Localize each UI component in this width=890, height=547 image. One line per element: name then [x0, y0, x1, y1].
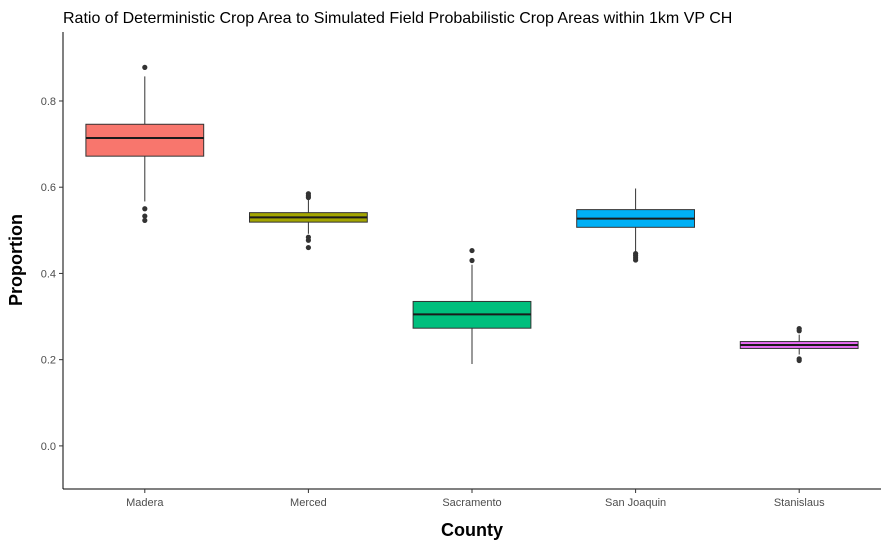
- y-tick-label: 0.4: [41, 268, 56, 280]
- outlier-point: [305, 237, 311, 243]
- y-tick-label: 0.0: [41, 441, 56, 453]
- y-tick-label: 0.6: [41, 182, 56, 194]
- x-axis-ticks: Madera Merced Sacramento San Joaquin Stanisl…: [126, 489, 825, 509]
- outlier-point: [305, 244, 311, 251]
- y-tick-label: 0.2: [41, 355, 56, 367]
- plot-area: [85, 64, 859, 364]
- box-group-stanislaus: [739, 326, 859, 364]
- x-tick-label: Madera: [126, 497, 164, 509]
- outlier-point: [142, 206, 148, 212]
- y-tick-label: 0.8: [41, 96, 56, 108]
- box-group-sacramento: [412, 247, 532, 364]
- outlier-point: [796, 328, 802, 334]
- outlier-point: [633, 257, 639, 263]
- y-axis-title: Proportion: [6, 214, 26, 306]
- chart-title: Ratio of Deterministic Crop Area to Simu…: [63, 10, 732, 27]
- x-tick-label: Sacramento: [442, 497, 501, 509]
- outlier-point: [142, 217, 148, 224]
- outlier-point: [142, 213, 148, 219]
- outlier-point: [796, 357, 802, 364]
- y-axis-ticks: 0.0 0.2 0.4 0.6 0.8: [41, 96, 63, 453]
- outlier-point: [142, 64, 148, 70]
- x-axis-title: County: [441, 520, 503, 540]
- x-tick-label: Merced: [290, 497, 327, 509]
- x-tick-label: San Joaquin: [605, 497, 666, 509]
- box-group-madera: [85, 64, 205, 224]
- box-group-san-joaquin: [576, 188, 695, 263]
- x-tick-label: Stanislaus: [774, 497, 825, 509]
- outlier-point: [469, 257, 475, 264]
- outlier-point: [469, 247, 475, 254]
- box: [85, 123, 205, 157]
- outlier-point: [305, 194, 311, 201]
- box-group-merced: [249, 191, 368, 251]
